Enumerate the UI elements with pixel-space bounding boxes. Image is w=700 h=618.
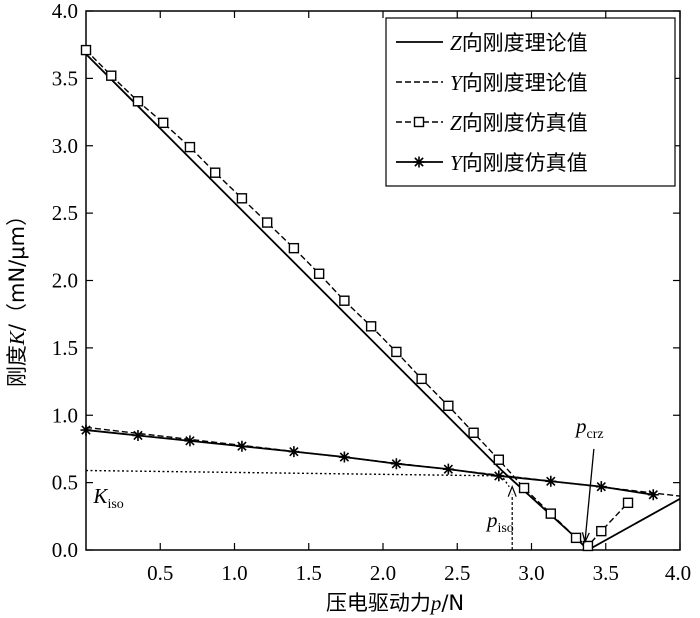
x-tick-label: 1.5 bbox=[296, 561, 322, 585]
x-tick-label: 4.0 bbox=[665, 561, 691, 585]
y-tick-label: 3.5 bbox=[52, 66, 78, 90]
square-marker bbox=[391, 346, 402, 358]
asterisk-marker bbox=[236, 440, 248, 452]
square-marker bbox=[493, 454, 505, 465]
square-marker bbox=[622, 497, 634, 509]
square-marker bbox=[416, 373, 427, 385]
square-marker bbox=[184, 141, 196, 153]
legend-item: Y向刚度理论值 bbox=[396, 71, 588, 95]
axis-ticks: 0.5 1.0 1.5 2.0 2.5 3.0 3.5 4.0 0.0 0.5 1.0 1.5 2.0 2… bbox=[52, 0, 691, 585]
square-marker bbox=[365, 321, 377, 332]
square-marker bbox=[313, 268, 325, 279]
square-marker bbox=[261, 217, 273, 228]
legend-item: Z向刚度理论值 bbox=[396, 31, 588, 55]
square-marker bbox=[468, 427, 479, 438]
asterisk-marker bbox=[288, 446, 300, 458]
x-tick-label: 2.5 bbox=[444, 561, 470, 585]
z-simulation-series bbox=[80, 44, 634, 552]
k-iso-series bbox=[85, 469, 510, 488]
asterisk-marker bbox=[132, 429, 144, 441]
legend: Z向刚度理论值 Y向刚度理论值 Z向刚度仿真值 Y向刚度仿真值 bbox=[385, 17, 676, 187]
square-marker bbox=[545, 508, 557, 519]
y-simulation-series bbox=[80, 424, 659, 501]
legend-box bbox=[385, 17, 676, 187]
x-tick-label: 1.0 bbox=[221, 561, 247, 585]
x-tick-label: 3.5 bbox=[593, 561, 619, 585]
square-marker bbox=[413, 116, 425, 128]
legend-item: Y向刚度仿真值 bbox=[396, 151, 588, 175]
k-iso-label: Kiso bbox=[92, 484, 123, 512]
y-axis-label: 刚度K/（mN/μm） bbox=[5, 205, 29, 387]
square-marker bbox=[582, 540, 594, 552]
asterisk-marker bbox=[390, 458, 402, 470]
series-line bbox=[85, 469, 510, 488]
asterisk-marker bbox=[80, 424, 92, 436]
p-crz-arrow-line bbox=[584, 448, 595, 542]
asterisk-marker bbox=[442, 463, 454, 475]
square-marker bbox=[80, 44, 92, 56]
legend-label: Z向刚度仿真值 bbox=[450, 111, 588, 135]
square-marker bbox=[132, 96, 144, 107]
square-marker bbox=[158, 117, 169, 129]
square-marker bbox=[518, 482, 530, 494]
x-tick-label: 3.0 bbox=[518, 561, 544, 585]
asterisk-marker bbox=[595, 481, 607, 493]
y-tick-label: 0.5 bbox=[52, 471, 78, 495]
square-marker bbox=[209, 167, 221, 178]
p-iso-label: piso bbox=[485, 508, 514, 536]
y-tick-label: 3.0 bbox=[52, 134, 78, 158]
asterisk-marker bbox=[493, 470, 505, 482]
asterisk-marker bbox=[184, 435, 196, 447]
y-tick-label: 2.5 bbox=[52, 201, 78, 225]
x-axis-label: 压电驱动力p/N bbox=[326, 591, 464, 615]
legend-label: Y向刚度仿真值 bbox=[450, 151, 588, 175]
square-marker bbox=[236, 193, 248, 204]
asterisk-marker bbox=[647, 489, 659, 501]
p-crz-arrow-head bbox=[581, 532, 590, 544]
square-marker bbox=[106, 70, 117, 81]
y-tick-label: 1.0 bbox=[52, 403, 78, 427]
legend-label: Y向刚度理论值 bbox=[450, 71, 588, 95]
asterisk-marker bbox=[338, 451, 350, 463]
square-marker bbox=[596, 525, 607, 537]
legend-label: Z向刚度理论值 bbox=[450, 31, 588, 55]
square-marker bbox=[288, 242, 300, 254]
y-tick-label: 0.0 bbox=[52, 538, 78, 562]
asterisk-marker bbox=[545, 475, 557, 487]
square-marker bbox=[443, 400, 454, 412]
square-marker bbox=[339, 295, 350, 306]
y-tick-label: 2.0 bbox=[52, 269, 78, 293]
series-line bbox=[85, 429, 654, 496]
legend-item: Z向刚度仿真值 bbox=[396, 111, 588, 135]
square-marker bbox=[570, 532, 582, 544]
asterisk-marker bbox=[413, 156, 425, 168]
y-tick-label: 4.0 bbox=[52, 0, 78, 23]
x-tick-label: 2.0 bbox=[370, 561, 396, 585]
annotations: Kiso piso pcrz bbox=[92, 414, 603, 536]
y-tick-label: 1.5 bbox=[52, 336, 78, 360]
x-tick-label: 0.5 bbox=[147, 561, 173, 585]
p-crz-label: pcrz bbox=[574, 414, 604, 442]
p-iso-arrow bbox=[507, 485, 517, 497]
